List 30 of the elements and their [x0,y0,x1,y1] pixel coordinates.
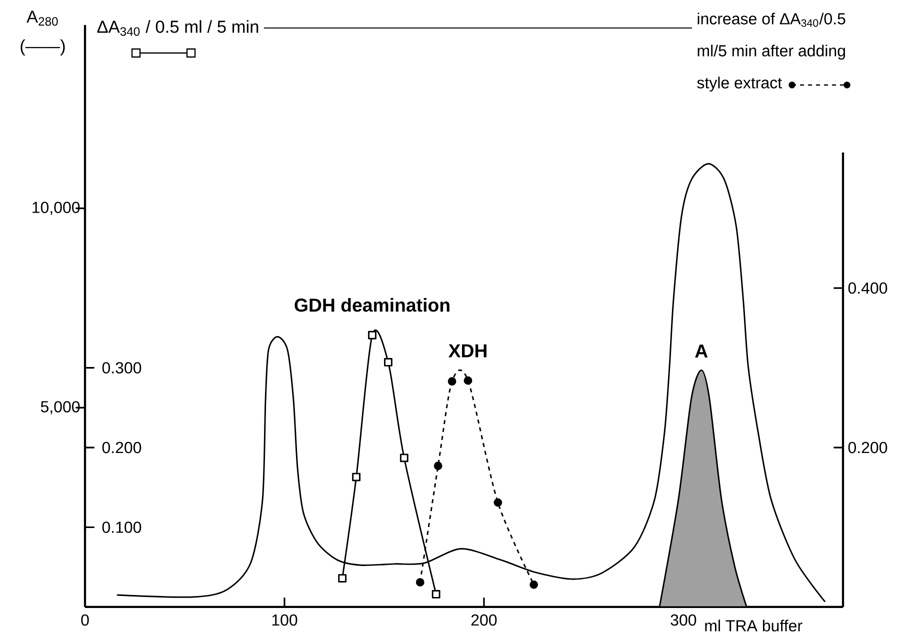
series-label: XDH [448,344,486,358]
y3-tick-label: 0.200 [848,442,888,454]
y2-axis-title: ΔA$_{340}$ / 0.5 ml / 5 min [97,20,258,36]
point [416,578,424,586]
series-label: A [695,344,708,358]
point [384,358,392,366]
text: increase of ΔA$_{340}$/0.5 ml/5 min after adding style extract [697,12,846,92]
point [352,472,360,482]
x-tick-label: 100 [272,614,298,626]
point [464,376,472,385]
y3-tick-label: 0.400 [848,282,888,294]
point [338,574,347,582]
y2-tick-label: 0.300 [102,362,142,374]
x-axis-title: ml TRA buffer [705,620,802,632]
series-label: GDH deamination [294,298,450,312]
x-tick-label: 0 [81,614,89,626]
x-tick-label: 200 [471,614,497,626]
y-tick-label: 5,000 [40,401,80,414]
point [494,498,502,507]
point [434,462,442,470]
point [400,454,408,462]
point [432,590,440,598]
x-tick-label: 300 [670,614,696,626]
y-axis-title: A$_{280}$ (——) [20,10,65,56]
point [368,330,376,340]
point [530,580,538,589]
y-tick-label: 10,000 [32,202,80,215]
y2-tick-label: 0.100 [102,522,142,533]
point [448,377,456,386]
y2-tick-label: 0.200 [102,442,142,454]
